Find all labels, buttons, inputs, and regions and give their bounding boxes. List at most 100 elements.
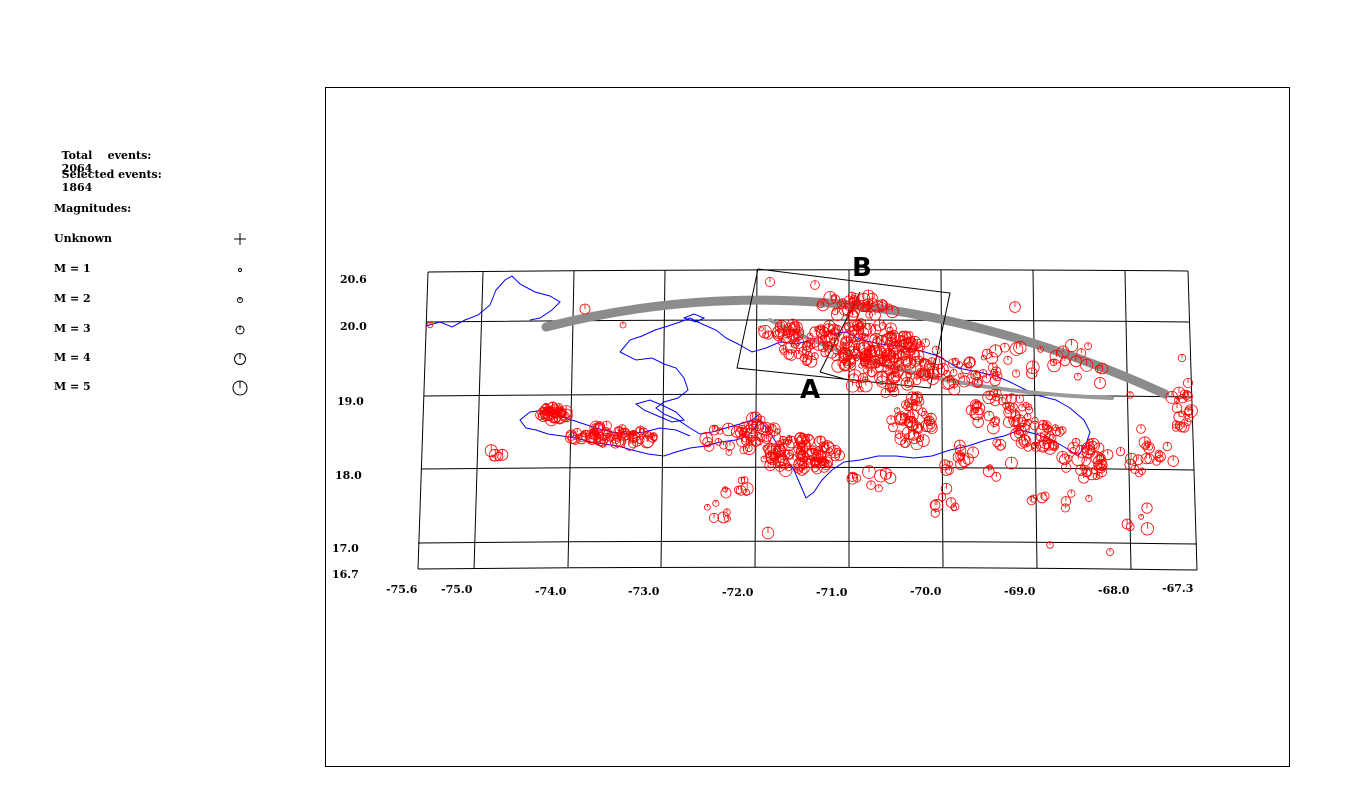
parallel-line — [427, 269, 1189, 273]
event-symbol — [1015, 424, 1027, 436]
lon-label: -71.0 — [816, 586, 848, 599]
event-symbol — [1037, 346, 1044, 353]
total-events-stat: Total events: 2064 — [54, 136, 152, 175]
legend-item-m2: M = 2 — [54, 292, 254, 308]
circle-m1-icon — [238, 268, 242, 272]
map-frame — [325, 87, 1290, 767]
event-symbol — [822, 323, 835, 335]
map-grid — [417, 269, 1198, 571]
event-symbol — [863, 367, 870, 374]
event-symbol — [797, 440, 807, 449]
event-symbol — [895, 339, 907, 351]
profile-line — [819, 371, 849, 381]
event-symbol — [866, 480, 876, 490]
legend-label: M = 2 — [54, 292, 91, 305]
event-symbol — [640, 435, 654, 449]
event-symbol — [1067, 441, 1080, 454]
selected-events-stat: Selected events: 1864 — [54, 155, 162, 194]
legend-label: M = 5 — [54, 380, 91, 393]
circle-m5-icon — [232, 380, 248, 396]
event-symbol — [1092, 454, 1107, 469]
lon-label: -73.0 — [628, 585, 660, 598]
lat-label: 19.0 — [337, 395, 364, 408]
parallel-line — [417, 540, 1198, 545]
circle-m2-icon — [237, 297, 243, 303]
event-symbol — [805, 458, 816, 469]
meridian-line — [473, 271, 484, 570]
event-symbol — [819, 334, 831, 345]
legend-label: M = 1 — [54, 262, 91, 275]
event-symbol — [1036, 423, 1050, 437]
tiburon-peninsula-coast — [519, 409, 761, 457]
plus-icon — [234, 233, 246, 245]
event-symbol — [823, 320, 836, 334]
event-symbol — [820, 348, 830, 358]
legend-item-unknown: Unknown — [54, 232, 254, 248]
event-symbol — [1017, 417, 1028, 428]
event-symbol — [892, 369, 900, 377]
event-symbol — [850, 348, 859, 357]
lat-label: 20.6 — [340, 273, 367, 286]
event-symbol — [907, 335, 922, 350]
event-symbol — [806, 332, 814, 340]
lon-label: -75.0 — [441, 583, 473, 596]
lon-label: -74.0 — [535, 585, 567, 598]
profile-start-label: A — [800, 375, 820, 405]
cuba-coastline — [425, 275, 561, 328]
circle-m4-icon — [234, 353, 246, 365]
event-symbol — [989, 417, 1000, 427]
event-symbol — [488, 448, 502, 462]
selected-events-value: 1864 — [61, 181, 93, 194]
hispaniola-south-coast — [759, 419, 1091, 499]
total-events-label: Total events: — [61, 149, 152, 162]
event-symbol — [1154, 449, 1163, 458]
event-symbol — [761, 430, 773, 442]
event-symbol — [1013, 340, 1027, 355]
event-symbol — [831, 307, 845, 321]
event-symbol — [890, 353, 900, 363]
event-symbol — [629, 429, 637, 437]
event-symbol — [1154, 451, 1166, 463]
event-symbol — [845, 378, 860, 393]
event-symbol — [925, 412, 937, 425]
event-symbol — [1144, 453, 1155, 465]
event-symbol — [744, 427, 758, 441]
event-symbol — [801, 433, 815, 447]
lon-label: -68.0 — [1098, 584, 1130, 597]
lat-label: 16.7 — [332, 568, 359, 581]
circle-m3-icon — [235, 325, 245, 335]
event-symbol — [876, 370, 888, 383]
event-symbol — [837, 300, 846, 309]
event-symbol — [931, 345, 941, 355]
profile-end-label: B — [852, 253, 872, 283]
gonave-island-coast — [634, 399, 686, 423]
legend-item-m1: M = 1 — [54, 262, 254, 278]
event-symbol — [933, 356, 946, 369]
event-symbol — [1080, 358, 1094, 372]
lat-label: 20.0 — [340, 320, 367, 333]
event-symbol — [851, 472, 858, 479]
profile-line — [819, 291, 861, 373]
lon-label: -69.0 — [1004, 585, 1036, 598]
parallel-line — [425, 319, 1190, 323]
lon-label: -67.3 — [1162, 582, 1193, 595]
event-symbol — [831, 294, 841, 304]
total-events-value: 2064 — [61, 162, 93, 175]
event-symbol — [589, 420, 603, 435]
event-symbol — [755, 438, 763, 446]
event-symbol — [861, 333, 869, 341]
event-symbol — [960, 363, 972, 375]
event-symbol — [1065, 338, 1079, 353]
meridian-line — [940, 269, 944, 568]
event-symbol — [725, 448, 733, 456]
event-symbol — [577, 432, 589, 443]
lon-label: -75.6 — [386, 583, 418, 596]
event-symbol — [865, 310, 873, 319]
event-symbol — [1013, 428, 1025, 439]
parallel-line — [417, 566, 1198, 571]
events-layer — [426, 276, 1198, 556]
selected-events-label: Selected events: — [61, 168, 162, 181]
lon-label: -70.0 — [910, 585, 942, 598]
legend-label: M = 3 — [54, 322, 91, 335]
